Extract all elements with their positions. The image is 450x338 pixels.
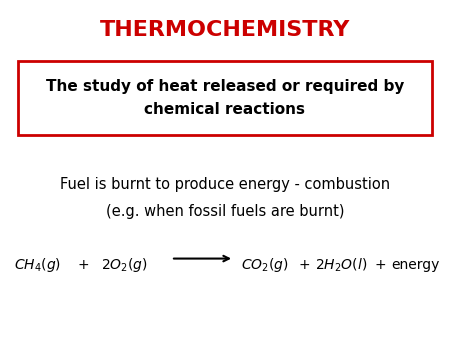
Text: THERMOCHEMISTRY: THERMOCHEMISTRY (100, 20, 350, 41)
Text: $2O_2(g)$: $2O_2(g)$ (101, 256, 148, 274)
Text: The study of heat released or required by
chemical reactions: The study of heat released or required b… (46, 79, 404, 117)
Text: Fuel is burnt to produce energy - combustion: Fuel is burnt to produce energy - combus… (60, 177, 390, 192)
Text: $CO_2(g)$: $CO_2(g)$ (241, 256, 288, 274)
FancyBboxPatch shape (18, 61, 432, 135)
Text: $CH_4(g)$: $CH_4(g)$ (14, 256, 61, 274)
Text: $+$: $+$ (374, 258, 386, 272)
Text: (e.g. when fossil fuels are burnt): (e.g. when fossil fuels are burnt) (106, 204, 344, 219)
Text: energy: energy (392, 258, 440, 272)
Text: $2H_2O(l)$: $2H_2O(l)$ (315, 257, 367, 274)
Text: $+$: $+$ (77, 258, 89, 272)
Text: $+$: $+$ (298, 258, 310, 272)
